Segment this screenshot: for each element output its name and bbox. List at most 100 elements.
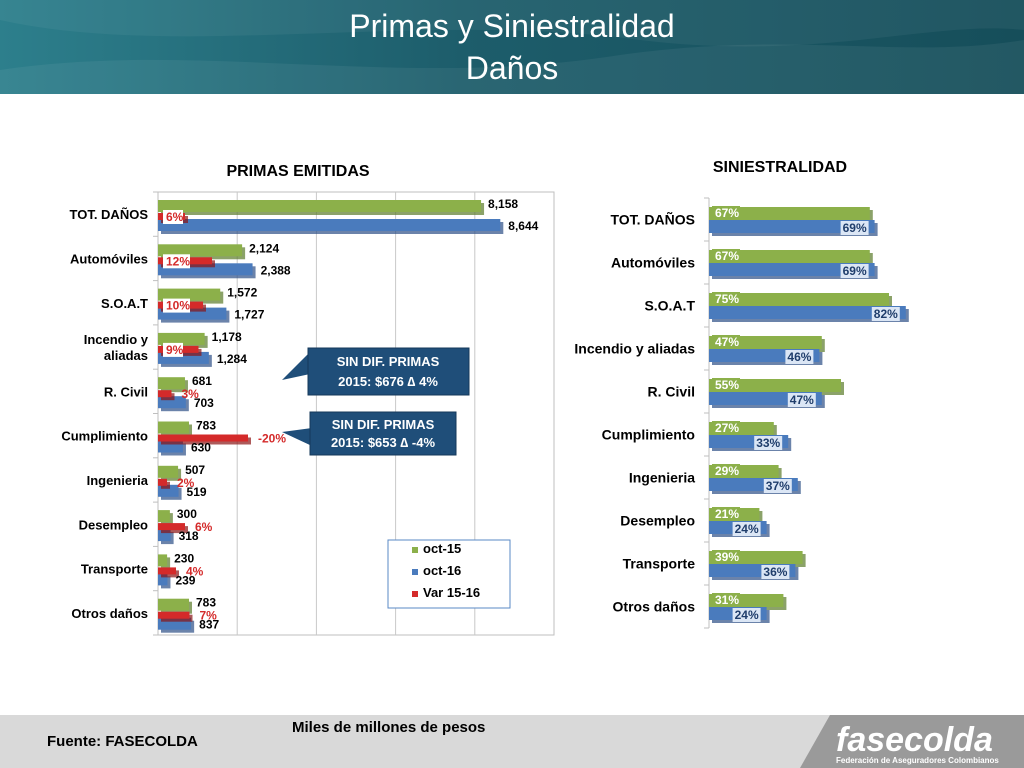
value-label-bg — [785, 350, 814, 364]
value-label-oct15: 783 — [196, 596, 216, 610]
bar-var — [158, 567, 179, 578]
value-label-oct15: 67% — [715, 206, 739, 220]
value-label-bg — [761, 565, 790, 579]
bar-face — [158, 390, 172, 398]
category-label: Automóviles — [70, 251, 148, 266]
value-label-oct16: 82% — [874, 307, 898, 321]
legend-swatch — [412, 569, 418, 575]
legend: oct-15 oct-16 Var 15-16 — [387, 539, 511, 609]
value-label-oct15: 8,158 — [488, 197, 518, 211]
value-label-bg — [840, 221, 869, 235]
value-label-oct16: 24% — [735, 522, 759, 536]
bar-oct15 — [158, 554, 171, 570]
value-label-var: 3% — [182, 387, 200, 401]
category-label: Transporte — [623, 556, 696, 572]
bar-var — [158, 478, 170, 489]
bar-face — [158, 611, 190, 619]
value-label-oct16: 37% — [766, 479, 790, 493]
bar-face — [158, 510, 170, 523]
category-label: Automóviles — [611, 255, 695, 271]
bar-face — [158, 288, 221, 301]
chart-title: SINIESTRALIDAD — [713, 159, 847, 176]
chart-title: PRIMAS EMITIDAS — [226, 163, 369, 180]
value-label-bg — [763, 479, 792, 493]
bar-face — [158, 573, 168, 586]
value-label-bg — [712, 550, 740, 564]
legend-label: oct-16 — [423, 563, 461, 578]
bar-face — [158, 200, 482, 212]
bar-oct16 — [158, 573, 171, 589]
category-label: aliadas — [104, 348, 148, 363]
value-label-bg — [712, 292, 740, 306]
value-label-bg — [840, 264, 869, 278]
var-label-bg — [163, 254, 190, 269]
slide-title-line1: Primas y Siniestralidad — [349, 8, 675, 44]
bar-oct15 — [158, 288, 224, 304]
value-label-oct15: 1,178 — [212, 330, 242, 344]
category-label: R. Civil — [648, 384, 695, 400]
value-label-oct15: 75% — [715, 292, 739, 306]
bar-face — [709, 263, 875, 276]
callout-cumplimiento: SIN DIF. PRIMAS 2015: $653 ∆ -4% — [282, 411, 457, 456]
value-label-bg — [732, 522, 761, 536]
primas-emitidas-chart: PRIMAS EMITIDAS TOT. DAÑOS 8,158 8,644 6% Aut… — [61, 163, 555, 636]
value-label-oct16: 1,284 — [217, 352, 247, 366]
siniestralidad-chart: SINIESTRALIDAD TOT. DAÑOS 67% 69% Automóvile… — [574, 159, 909, 629]
bar-var — [158, 523, 188, 534]
value-label-var: 9% — [166, 343, 184, 357]
category-label: Ingenieria — [87, 473, 149, 488]
value-label-bg — [712, 378, 740, 392]
bar-face — [709, 306, 906, 319]
bar-face — [709, 207, 870, 220]
value-label-oct15: 300 — [177, 507, 197, 521]
bar-oct15 — [709, 379, 844, 395]
slide-header: Primas y Siniestralidad Daños — [0, 0, 1024, 94]
value-label-oct15: 27% — [715, 421, 739, 435]
bar-face — [158, 478, 167, 486]
legend-box — [387, 539, 511, 609]
value-label-oct15: 681 — [192, 374, 212, 388]
bar-face — [158, 421, 190, 434]
bar-var — [158, 434, 251, 445]
bar-face — [158, 465, 179, 478]
value-label-oct16: 318 — [179, 529, 199, 543]
value-label-bg — [712, 464, 740, 478]
category-label: Cumplimiento — [61, 429, 148, 444]
legend-swatch — [412, 547, 418, 553]
value-label-oct15: 31% — [715, 593, 739, 607]
category-label: S.O.A.T — [101, 296, 148, 311]
logo-band — [800, 715, 1024, 768]
bar-oct16 — [709, 306, 909, 322]
bar-face — [158, 567, 176, 575]
value-label-oct16: 69% — [843, 221, 867, 235]
bar-oct15 — [158, 377, 188, 393]
callout-line1: SIN DIF. PRIMAS — [332, 417, 435, 432]
source-note: Fuente: FASECOLDA — [47, 733, 198, 750]
bar-oct16 — [709, 263, 878, 279]
value-label-oct16: 1,727 — [234, 308, 264, 322]
value-label-oct15: 21% — [715, 507, 739, 521]
category-label: Cumplimiento — [602, 427, 695, 443]
value-label-var: -20% — [258, 432, 286, 446]
category-label: R. Civil — [104, 384, 148, 399]
callout-line2: 2015: $653 ∆ -4% — [331, 435, 436, 450]
bar-var — [158, 390, 175, 401]
value-label-oct15: 230 — [174, 551, 194, 565]
callout-box — [307, 347, 470, 396]
value-label-bg — [732, 608, 761, 622]
value-label-var: 12% — [166, 254, 190, 268]
header-waves — [0, 0, 1024, 94]
bar-oct15 — [158, 510, 173, 526]
value-label-oct16: 24% — [735, 608, 759, 622]
callout-rcivil: SIN DIF. PRIMAS 2015: $676 ∆ 4% — [282, 347, 470, 396]
bar-face — [158, 332, 205, 345]
bar-face — [158, 434, 248, 442]
value-label-var: 10% — [166, 299, 190, 313]
bar-face — [158, 598, 190, 611]
value-label-oct16: 703 — [194, 396, 214, 410]
value-label-bg — [712, 507, 740, 521]
bar-oct15 — [158, 421, 193, 437]
callout-line1: SIN DIF. PRIMAS — [337, 354, 440, 369]
var-label-bg — [163, 210, 183, 224]
legend-swatch — [412, 591, 418, 597]
